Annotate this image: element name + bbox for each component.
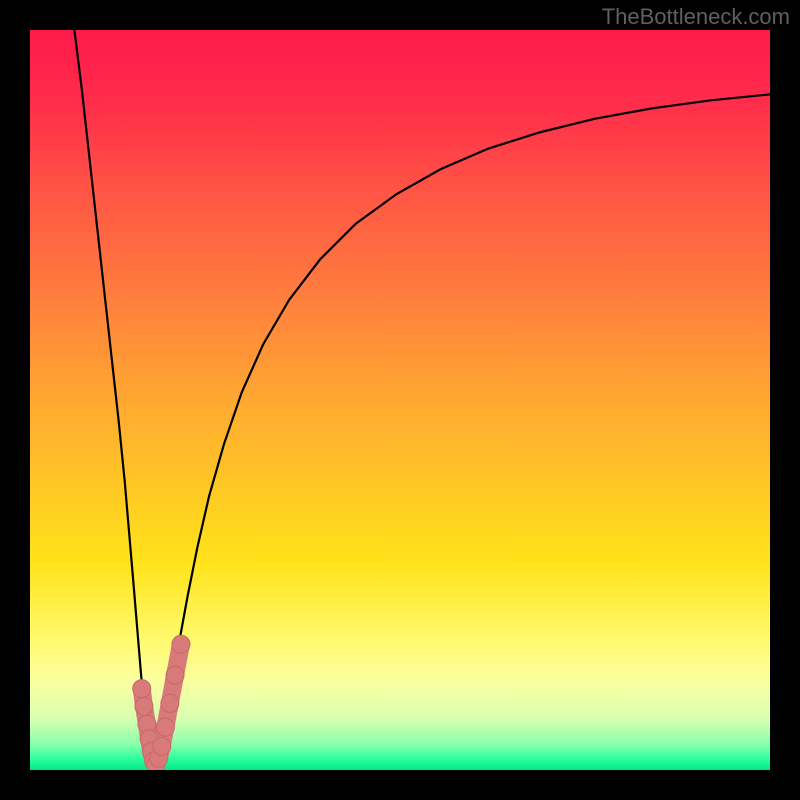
bottleneck-chart [0,0,800,800]
valley-marker [133,680,151,698]
plot-background [30,30,770,770]
watermark-text: TheBottleneck.com [602,4,790,30]
valley-marker [161,694,179,712]
valley-marker [166,666,184,684]
valley-marker [135,697,153,715]
figure-container: TheBottleneck.com [0,0,800,800]
valley-marker [153,737,171,755]
valley-marker [156,718,174,736]
valley-marker [172,635,190,653]
